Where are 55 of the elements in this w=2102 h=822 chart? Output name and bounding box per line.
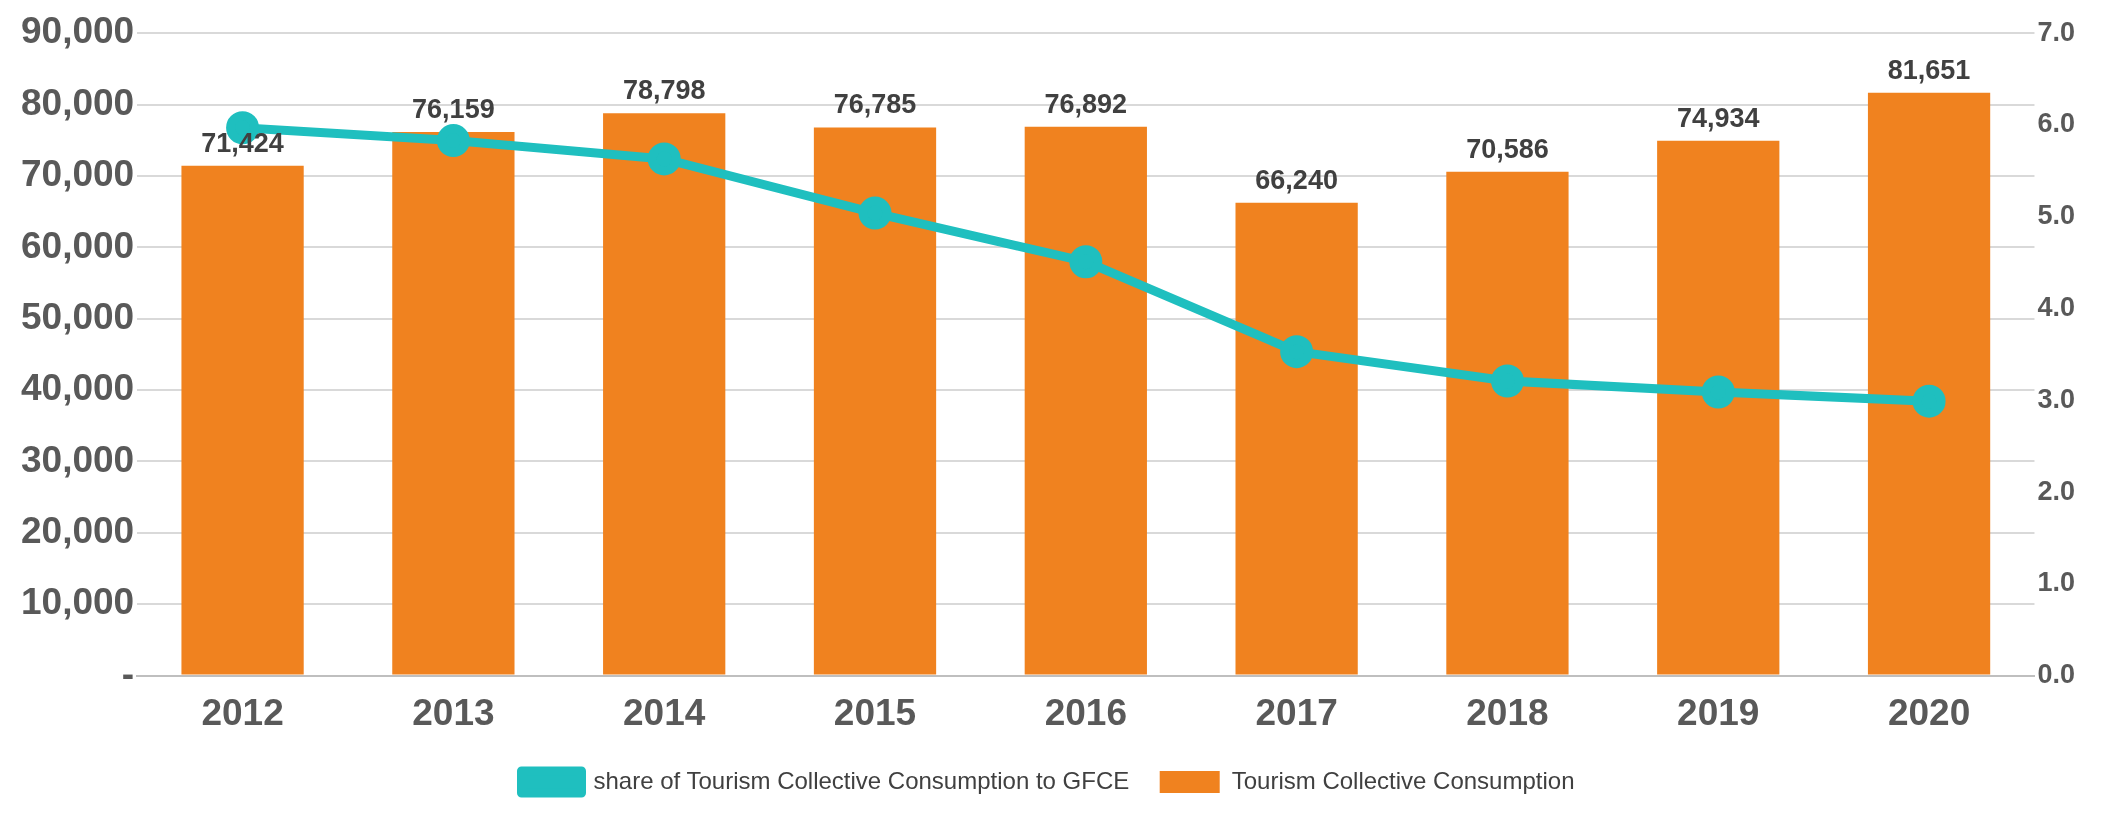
y2-tick-label: 5.0 xyxy=(2037,200,2076,231)
data-label: 66,240 xyxy=(1255,164,1338,195)
data-label: 78,798 xyxy=(622,75,706,106)
x-tick-label: 2020 xyxy=(1887,692,1971,733)
y-tick-label: 10,000 xyxy=(21,581,135,623)
y-tick-label: 70,000 xyxy=(21,153,135,195)
bar xyxy=(603,113,726,675)
point xyxy=(1069,245,1103,279)
point xyxy=(647,142,681,176)
y-tick-label: - xyxy=(121,652,135,694)
bar xyxy=(1235,202,1358,675)
data-label: 76,785 xyxy=(833,89,917,120)
x-tick-label: 2017 xyxy=(1255,692,1338,733)
point xyxy=(1701,375,1735,409)
data-label: 71,424 xyxy=(201,127,284,158)
x-tick-label: 2019 xyxy=(1677,692,1760,733)
y2-tick-label: 7.0 xyxy=(2037,16,2076,47)
y-tick-label: 20,000 xyxy=(21,510,135,552)
x-tick-label: 2015 xyxy=(833,692,917,733)
bar xyxy=(1024,126,1147,675)
point xyxy=(858,196,892,230)
data-label: 76,159 xyxy=(412,93,495,124)
y-tick-label: 80,000 xyxy=(21,81,135,123)
x-tick-label: 2018 xyxy=(1466,692,1549,733)
y2-tick-label: 6.0 xyxy=(2037,108,2076,139)
legend-label: share of Tourism Collective Consumption to GFCE xyxy=(593,766,1130,794)
bar xyxy=(1657,140,1780,675)
y2-tick-label: 3.0 xyxy=(2037,383,2076,414)
x-tick-label: 2012 xyxy=(201,692,284,733)
bar xyxy=(1446,171,1569,675)
point xyxy=(436,124,470,158)
bar xyxy=(181,165,304,675)
y-tick-label: 40,000 xyxy=(21,367,135,409)
y-tick-label: 90,000 xyxy=(21,10,135,52)
data-label: 76,892 xyxy=(1044,88,1128,119)
point xyxy=(1280,335,1314,369)
y2-tick-label: 4.0 xyxy=(2037,291,2076,322)
y-tick-label: 50,000 xyxy=(21,295,135,337)
bar xyxy=(813,127,937,675)
bar xyxy=(392,131,515,675)
data-label: 74,934 xyxy=(1676,102,1760,133)
y2-tick-label: 1.0 xyxy=(2037,567,2076,598)
legend-label: Tourism Collective Consumption xyxy=(1231,766,1575,794)
x-tick-label: 2013 xyxy=(412,692,495,733)
x-tick-label: 2014 xyxy=(623,692,706,733)
y-tick-label: 60,000 xyxy=(21,224,135,266)
point xyxy=(1490,364,1524,398)
y-tick-label: 30,000 xyxy=(21,438,135,480)
y2-tick-label: 2.0 xyxy=(2037,475,2076,506)
data-label: 81,651 xyxy=(1887,54,1971,85)
data-label: 70,586 xyxy=(1466,133,1549,164)
bar xyxy=(1867,92,1991,675)
x-tick-label: 2016 xyxy=(1044,692,1127,733)
point xyxy=(1912,384,1946,418)
y2-tick-label: 0.0 xyxy=(2037,659,2076,690)
